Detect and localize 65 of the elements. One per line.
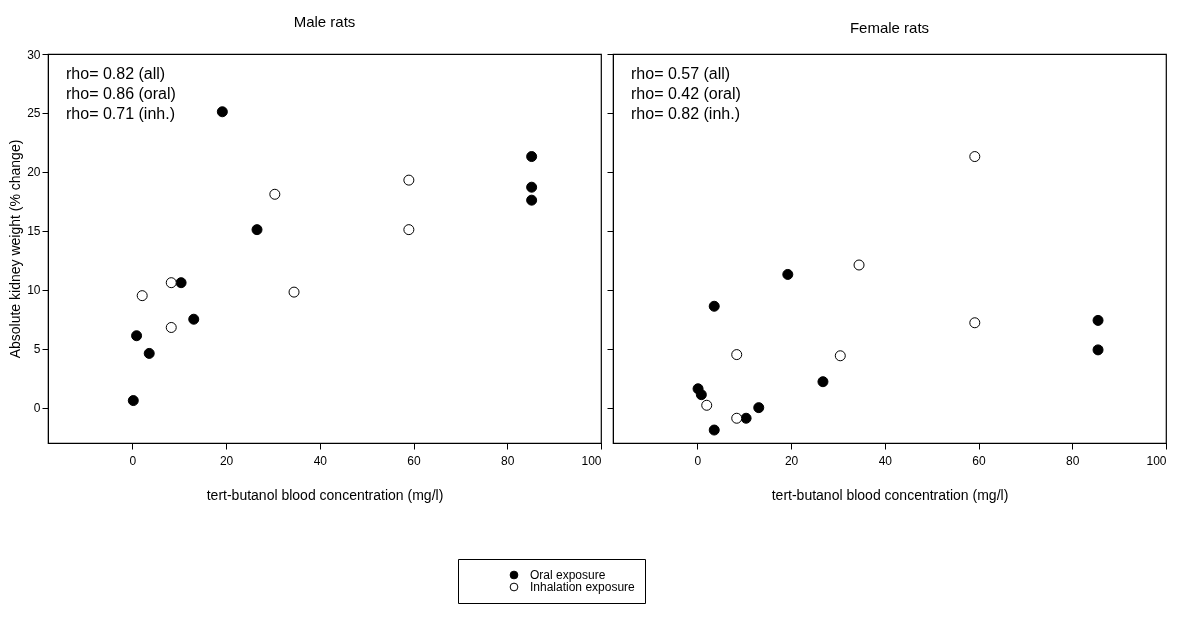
point (1092, 344, 1104, 356)
annotation: rho= 0.42 (oral) (631, 85, 741, 102)
point (853, 259, 865, 271)
y-tick-label: 0 (33, 401, 41, 416)
point (403, 174, 415, 186)
annotation: rho= 0.71 (inh.) (66, 105, 175, 122)
x-tick-label: 80 (501, 453, 515, 468)
point (127, 395, 139, 407)
point (165, 277, 177, 289)
annotation: rho= 0.57 (all) (631, 65, 731, 82)
x-tick-label: 100 (1146, 453, 1167, 468)
point (251, 224, 263, 236)
x-tick-label: 40 (878, 453, 893, 468)
point (695, 389, 707, 401)
y-tick-label: 10 (27, 283, 41, 298)
point (403, 224, 415, 236)
point (526, 181, 538, 193)
x-tick-label: 0 (129, 453, 137, 468)
x-axis-title: tert-butanol blood concentration (mg/l) (206, 486, 444, 503)
point (708, 424, 720, 436)
y-tick-label: 5 (33, 342, 41, 357)
point (288, 286, 300, 298)
point (131, 330, 143, 342)
chart-title: Female rats (849, 18, 930, 36)
y-axis-title: Absolute kidney weight (% change) (7, 139, 24, 359)
y-tick-label: 30 (27, 47, 41, 62)
point (817, 376, 829, 388)
point (731, 349, 743, 361)
x-tick-label: 80 (1066, 453, 1080, 468)
annotation: rho= 0.86 (oral) (66, 85, 176, 102)
y-tick-label: 15 (27, 224, 41, 239)
point (1092, 314, 1104, 326)
chart-title: Male rats (293, 13, 356, 30)
x-tick-label: 60 (407, 453, 422, 468)
x-tick-label: 20 (784, 453, 799, 468)
point (969, 317, 981, 329)
x-axis-title: tert-butanol blood concentration (mg/l) (771, 486, 1009, 503)
point (740, 412, 752, 424)
point (216, 106, 228, 118)
point (701, 399, 713, 411)
point (188, 313, 200, 325)
x-tick-label: 40 (313, 453, 328, 468)
point (708, 300, 720, 312)
x-tick-label: 20 (219, 453, 234, 468)
legend-label: Oral exposure (530, 568, 606, 582)
point (782, 268, 794, 280)
point (165, 321, 177, 333)
point (175, 277, 187, 289)
point (526, 151, 538, 163)
point (269, 188, 281, 200)
point (143, 347, 155, 359)
x-tick-label: 100 (581, 453, 602, 468)
point (969, 151, 981, 163)
point (834, 350, 846, 362)
y-tick-label: 20 (27, 165, 41, 180)
annotation: rho= 0.82 (inh.) (631, 105, 740, 122)
point (136, 290, 148, 302)
annotation: rho= 0.82 (all) (66, 65, 166, 82)
x-tick-label: 0 (694, 453, 702, 468)
point (731, 412, 743, 424)
y-tick-label: 25 (27, 106, 41, 121)
point (753, 402, 765, 414)
point (526, 194, 538, 206)
x-tick-label: 60 (972, 453, 987, 468)
legend-label: Inhalation exposure (530, 580, 636, 594)
